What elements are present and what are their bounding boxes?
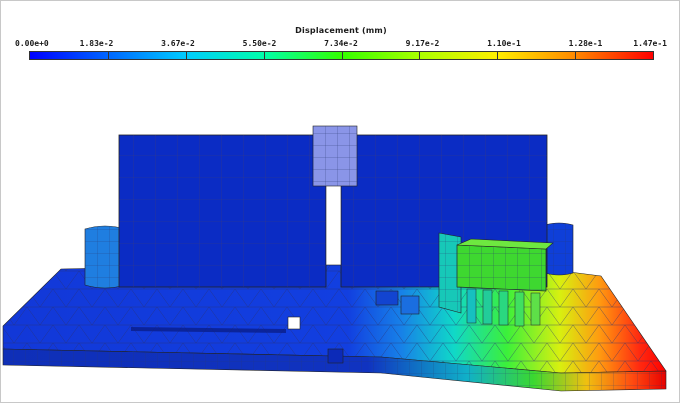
legend-title: Displacement (mm) bbox=[295, 26, 387, 35]
plate-block-1 bbox=[400, 295, 420, 315]
legend-tick-mark bbox=[497, 52, 499, 59]
plate-block-2 bbox=[375, 290, 399, 306]
color-legend: Displacement (mm) 0.00e+0 1.83e-2 3.67e-2 5… bbox=[1, 1, 679, 71]
legend-colorbar bbox=[29, 51, 654, 60]
comb-teeth bbox=[466, 288, 541, 327]
legend-tick-label: 0.00e+0 bbox=[15, 39, 49, 48]
legend-tick-label: 3.67e-2 bbox=[161, 39, 195, 48]
legend-tick-label: 1.47e-1 bbox=[633, 39, 667, 48]
legend-tick-label: 7.34e-2 bbox=[324, 39, 358, 48]
legend-tick-labels: 0.00e+0 1.83e-2 3.67e-2 5.50e-2 7.34e-2 9.17e… bbox=[15, 39, 667, 51]
legend-tick-label: 1.83e-2 bbox=[79, 39, 114, 48]
legend-tick-label: 9.17e-2 bbox=[405, 39, 440, 48]
legend-tick-label: 1.28e-1 bbox=[568, 39, 603, 48]
legend-tick-mark bbox=[575, 52, 577, 59]
legend-tick-mark bbox=[185, 52, 187, 59]
legend-tick-mark bbox=[263, 52, 265, 59]
legend-tick-label: 5.50e-2 bbox=[242, 39, 277, 48]
plate-hole bbox=[287, 316, 301, 330]
legend-tick-label: 1.10e-1 bbox=[487, 39, 521, 48]
legend-tick-mark bbox=[341, 52, 343, 59]
legend-tick-mark bbox=[107, 52, 109, 59]
bottom-tab bbox=[327, 348, 344, 364]
legend-tick-mark bbox=[419, 52, 421, 59]
